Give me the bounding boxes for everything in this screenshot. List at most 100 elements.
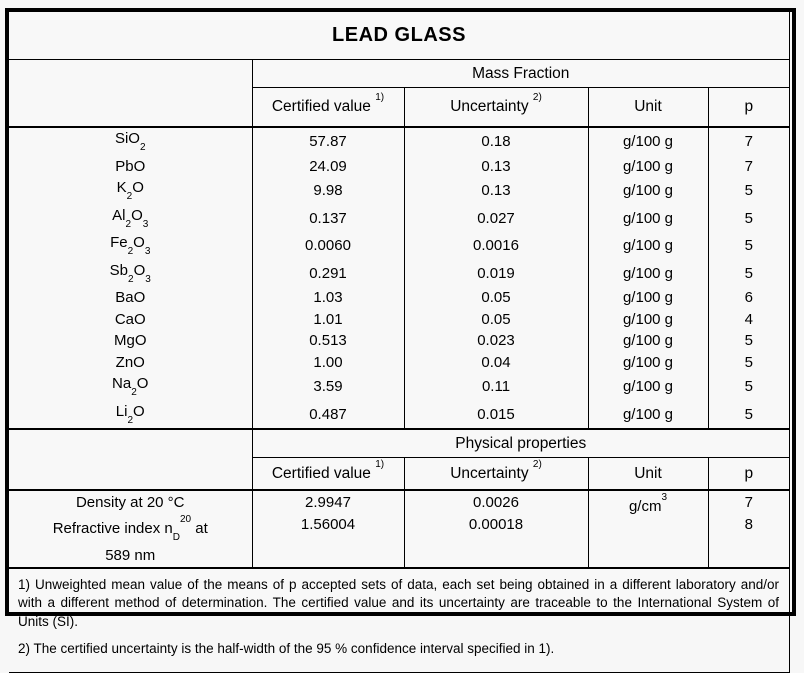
p-header: p xyxy=(708,457,790,491)
compound-row: SiO2 57.87 0.18 g/100 g 7 xyxy=(9,127,790,156)
certified-value-cell: 24.09 xyxy=(252,155,405,177)
p-value-cell: 4 xyxy=(744,310,753,328)
property-name: Refractive index nD20 at 589 nm xyxy=(52,513,208,565)
p-value-cell: 5 xyxy=(744,405,753,423)
mass-fraction-section-label: Mass Fraction xyxy=(252,59,790,88)
footnote: 1) Unweighted mean value of the means of… xyxy=(18,576,779,629)
compound-name-cell: CaO xyxy=(9,308,253,330)
p-value-cell: 5 xyxy=(744,182,753,199)
certified-value-cell: 0.513 xyxy=(252,330,405,352)
certified-value-cell: 1.00 xyxy=(252,351,405,373)
compound-row: Al2O3 0.137 0.027 g/100 g 5 xyxy=(9,204,790,232)
compound-name-cell: MgO xyxy=(9,330,253,352)
mass-fraction-label-row: Mass Fraction xyxy=(9,59,790,128)
certified-value: 2.9947 xyxy=(305,494,351,511)
compound-name-cell: K2O xyxy=(9,177,253,205)
unit-value-cell: g/100 g xyxy=(588,287,709,309)
uncertainty-value-cell: 0.13 xyxy=(404,177,589,205)
compound-name-cell: SiO2 xyxy=(9,127,253,156)
unit-value-cell: g/100 g xyxy=(588,177,709,205)
certified-value-cell: 0.291 xyxy=(252,259,405,287)
footnotes-row: 1) Unweighted mean value of the means of… xyxy=(9,566,790,672)
certified-value-cell: 1.01 xyxy=(252,308,405,330)
uncertainty-value-cell: 0.18 xyxy=(404,127,589,156)
compound-name-cell: Sb2O3 xyxy=(9,259,253,287)
certificate-table-frame: LEAD GLASS Mass Fraction Certified value… xyxy=(5,8,796,673)
certified-value-cell: 2.9947 1.56004 xyxy=(252,490,405,568)
compound-row: K2O 9.98 0.13 g/100 g 5 xyxy=(9,177,790,205)
compound-name-cell: PbO xyxy=(9,155,253,177)
unit-value: g/cm3 xyxy=(628,492,668,515)
uncertainty-header: Uncertainty 2) xyxy=(404,87,589,128)
p-value-cell: 5 xyxy=(744,264,753,282)
p-value-cell: 5 xyxy=(744,378,753,395)
unit-value-cell: g/100 g xyxy=(588,351,709,373)
p-value-cell: 5 xyxy=(744,237,753,254)
p-value-cell: 7 xyxy=(744,133,753,150)
compound-row: PbO 24.09 0.13 g/100 g 7 xyxy=(9,155,790,177)
certified-value-cell: 0.137 xyxy=(252,204,405,232)
unit-value-cell: g/100 g xyxy=(588,400,709,429)
physical-header-row: Certified value 1) Uncertainty 2) Unit p xyxy=(9,457,790,491)
certified-value-cell: 3.59 xyxy=(252,373,405,401)
compound-row: ZnO 1.00 0.04 g/100 g 5 xyxy=(9,351,790,373)
physical-section-label: Physical properties xyxy=(252,428,790,458)
uncertainty-value: 0.0026 xyxy=(473,494,519,511)
compound-row: CaO 1.01 0.05 g/100 g 4 xyxy=(9,308,790,330)
p-value-cell: 5 xyxy=(744,332,753,349)
uncertainty-value-cell: 0.05 xyxy=(404,308,589,330)
p-value: 7 xyxy=(744,494,753,511)
p-value-cell: 5 xyxy=(744,353,753,371)
certified-value-cell: 57.87 xyxy=(252,127,405,156)
uncertainty-header: Uncertainty 2) xyxy=(404,457,589,491)
corner-cell xyxy=(9,59,253,128)
unit-value-cell: g/100 g xyxy=(588,232,709,260)
certified-value-cell: 9.98 xyxy=(252,177,405,205)
p-value: 8 xyxy=(744,515,753,533)
footnotes-cell: 1) Unweighted mean value of the means of… xyxy=(9,566,790,672)
compound-row: BaO 1.03 0.05 g/100 g 6 xyxy=(9,287,790,309)
unit-value xyxy=(589,518,708,540)
uncertainty-value-cell: 0.015 xyxy=(404,400,589,429)
p-header: p xyxy=(708,87,790,128)
unit-value-cell: g/100 g xyxy=(588,155,709,177)
compound-name-cell: Na2O xyxy=(9,373,253,401)
compound-row: Na2O 3.59 0.11 g/100 g 5 xyxy=(9,373,790,401)
compound-name-cell: Al2O3 xyxy=(9,204,253,232)
unit-header: Unit xyxy=(588,87,709,128)
uncertainty-value-cell: 0.13 xyxy=(404,155,589,177)
uncertainty-value-cell: 0.05 xyxy=(404,287,589,309)
unit-value-cell: g/100 g xyxy=(588,127,709,156)
compound-name-cell: Li2O xyxy=(9,400,253,429)
unit-value-cell: g/100 g xyxy=(588,259,709,287)
certified-value-header: Certified value 1) xyxy=(252,457,405,491)
corner-cell xyxy=(9,428,253,491)
unit-header: Unit xyxy=(588,457,709,491)
unit-value-cell: g/100 g xyxy=(588,373,709,401)
certified-value-cell: 1.03 xyxy=(252,287,405,309)
compound-name-cell: BaO xyxy=(9,287,253,309)
compound-row: Sb2O3 0.291 0.019 g/100 g 5 xyxy=(9,259,790,287)
certificate-table: LEAD GLASS Mass Fraction Certified value… xyxy=(9,12,790,673)
title-row: LEAD GLASS xyxy=(9,12,790,60)
physical-data-row: Density at 20 °C Refractive index nD20 at… xyxy=(9,490,790,568)
uncertainty-value-cell: 0.023 xyxy=(404,330,589,352)
uncertainty-value-cell: 0.027 xyxy=(404,204,589,232)
p-value-cell: 5 xyxy=(744,209,753,227)
certified-value-cell: 0.0060 xyxy=(252,232,405,260)
p-value-cell: 6 xyxy=(744,289,753,306)
uncertainty-value-cell: 0.0016 xyxy=(404,232,589,260)
compound-row: MgO 0.513 0.023 g/100 g 5 xyxy=(9,330,790,352)
page-title: LEAD GLASS xyxy=(9,12,790,60)
property-name: Density at 20 °C xyxy=(75,494,185,511)
physical-label-row: Physical properties xyxy=(9,428,790,491)
uncertainty-value-cell: 0.0026 0.00018 xyxy=(404,490,589,568)
certified-value: 1.56004 xyxy=(300,515,356,533)
footnote: 2) The certified uncertainty is the half… xyxy=(18,641,555,656)
compound-name-cell: ZnO xyxy=(9,351,253,373)
uncertainty-value-cell: 0.019 xyxy=(404,259,589,287)
mass-fraction-header-row: Certified value 1) Uncertainty 2) Unit p xyxy=(9,87,790,128)
certified-value-header: Certified value 1) xyxy=(252,87,405,128)
certified-value-cell: 0.487 xyxy=(252,400,405,429)
